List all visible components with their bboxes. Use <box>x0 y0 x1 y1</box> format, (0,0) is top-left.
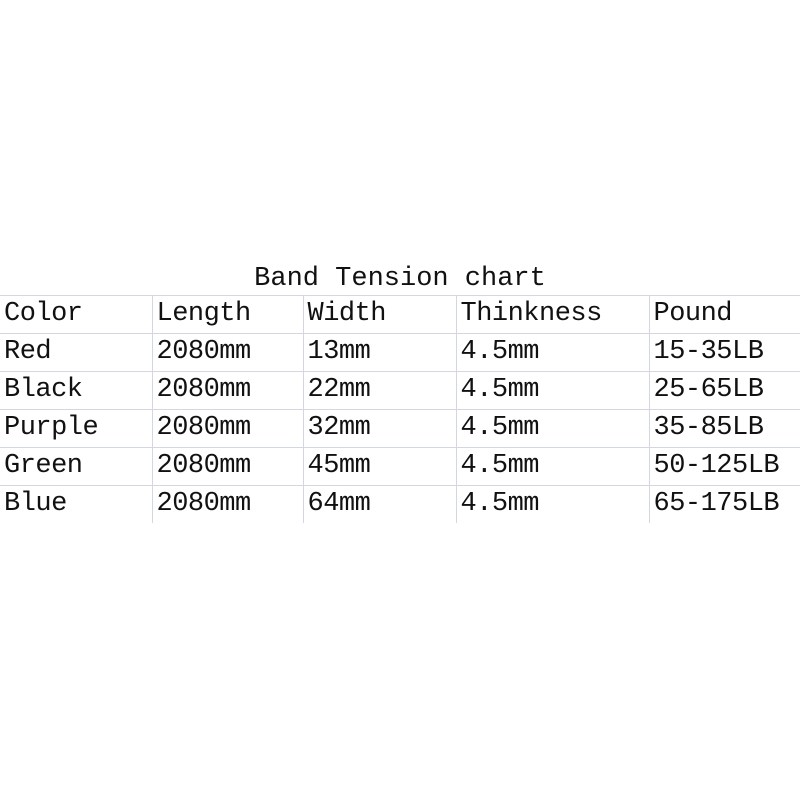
cell-width: 32mm <box>302 409 456 448</box>
cell-length: 2080mm <box>151 485 303 523</box>
cell-length: 2080mm <box>151 333 303 372</box>
cell-color: Red <box>0 333 152 372</box>
cell-color: Black <box>0 371 152 410</box>
table-row: Blue 2080mm 64mm 4.5mm 65-175LB <box>0 485 800 523</box>
cell-thickness: 4.5mm <box>455 333 649 372</box>
cell-pound: 65-175LB <box>648 485 800 523</box>
cell-width: 45mm <box>302 447 456 486</box>
cell-length: 2080mm <box>151 371 303 410</box>
band-tension-table: Color Length Width Thinkness Pound Red 20… <box>0 295 800 523</box>
header-pound: Pound <box>648 295 800 334</box>
header-color: Color <box>0 295 152 334</box>
cell-thickness: 4.5mm <box>455 371 649 410</box>
table-row: Black 2080mm 22mm 4.5mm 25-65LB <box>0 371 800 410</box>
cell-color: Green <box>0 447 152 486</box>
cell-length: 2080mm <box>151 447 303 486</box>
cell-width: 64mm <box>302 485 456 523</box>
cell-pound: 25-65LB <box>648 371 800 410</box>
header-width: Width <box>302 295 456 334</box>
cell-width: 22mm <box>302 371 456 410</box>
cell-pound: 15-35LB <box>648 333 800 372</box>
header-thickness: Thinkness <box>455 295 649 334</box>
cell-pound: 50-125LB <box>648 447 800 486</box>
cell-color: Purple <box>0 409 152 448</box>
cell-thickness: 4.5mm <box>455 485 649 523</box>
header-length: Length <box>151 295 303 334</box>
header-row: Color Length Width Thinkness Pound <box>0 295 800 334</box>
cell-thickness: 4.5mm <box>455 447 649 486</box>
table-row: Red 2080mm 13mm 4.5mm 15-35LB <box>0 333 800 372</box>
table-row: Green 2080mm 45mm 4.5mm 50-125LB <box>0 447 800 486</box>
cell-pound: 35-85LB <box>648 409 800 448</box>
cell-thickness: 4.5mm <box>455 409 649 448</box>
cell-width: 13mm <box>302 333 456 372</box>
chart-title: Band Tension chart <box>254 264 546 294</box>
cell-length: 2080mm <box>151 409 303 448</box>
table-row: Purple 2080mm 32mm 4.5mm 35-85LB <box>0 409 800 448</box>
cell-color: Blue <box>0 485 152 523</box>
